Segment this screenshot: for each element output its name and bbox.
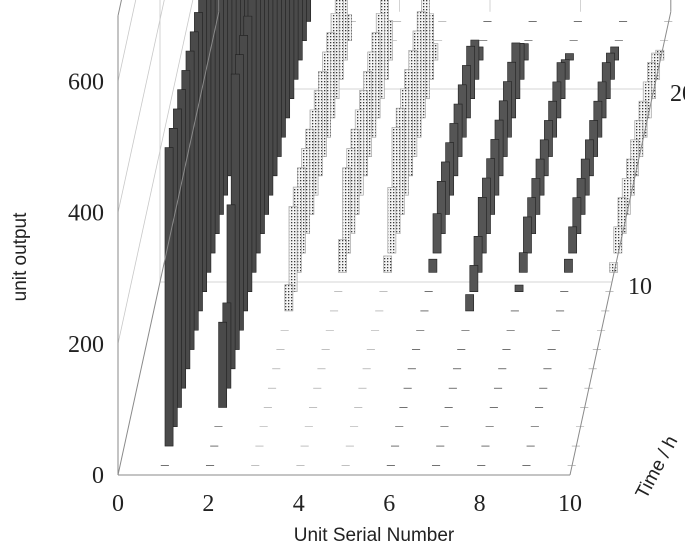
bar-unit-6-hour-11 xyxy=(428,258,438,273)
bar-unit-8-hour-10 xyxy=(514,284,524,292)
x-tick-label: 6 xyxy=(383,491,395,517)
x-tick-label: 10 xyxy=(558,491,582,517)
bars-layer xyxy=(160,0,673,466)
y-tick-label: 200 xyxy=(68,332,104,358)
tick-layer: 0 200 400 600 0 2 4 6 8 10 10 20 xyxy=(68,69,685,517)
y-tick-label: 600 xyxy=(68,69,104,95)
x-axis-label: Unit Serial Number xyxy=(294,525,455,546)
gridline-wall xyxy=(117,0,165,213)
z-tick-label: 20 xyxy=(670,81,685,107)
bar-unit-5-hour-11 xyxy=(383,255,393,273)
y-tick-label: 400 xyxy=(68,201,104,227)
x-tick-label: 8 xyxy=(474,491,486,517)
bar-unit-4-hour-12 xyxy=(342,167,352,254)
bar-unit-9-hour-11 xyxy=(564,258,573,273)
bar-unit-8-hour-22 xyxy=(565,53,574,61)
bar-unit-4-hour-11 xyxy=(338,239,347,273)
bar-unit-7-hour-10 xyxy=(469,265,479,292)
bar-unit-8-hour-11 xyxy=(518,252,528,273)
bar-unit-7-hour-11 xyxy=(473,235,483,273)
bar-unit-9-hour-12 xyxy=(568,226,578,254)
gridline-wall xyxy=(117,0,137,82)
bar-unit-3-hour-9 xyxy=(284,284,294,312)
x-tick-label: 4 xyxy=(293,491,305,517)
z-tick-label: 10 xyxy=(628,274,652,300)
x-tick-label: 0 xyxy=(112,491,124,517)
bar-unit-1-hour-2 xyxy=(164,147,174,447)
y-axis-label: unit output xyxy=(10,212,31,301)
bar-unit-8-hour-12 xyxy=(523,216,532,254)
gridline-wall xyxy=(117,0,194,344)
x-tick-label: 2 xyxy=(202,491,214,517)
bar-unit-10-hour-11 xyxy=(609,262,619,273)
frame-edge-floor-left xyxy=(117,11,220,476)
bar-unit-3-hour-10 xyxy=(288,206,298,292)
bar-unit-7-hour-9 xyxy=(465,294,475,312)
z-axis-label: Time / h xyxy=(632,433,682,503)
y-tick-label: 0 xyxy=(92,463,104,489)
frame-edge-floor-right xyxy=(569,11,672,476)
bar-unit-2-hour-4 xyxy=(218,321,228,408)
bar-unit-9-hour-13 xyxy=(572,197,582,235)
frame-layer xyxy=(117,0,672,476)
bar-unit-5-hour-12 xyxy=(387,187,397,254)
bar-unit-6-hour-12 xyxy=(432,213,442,254)
